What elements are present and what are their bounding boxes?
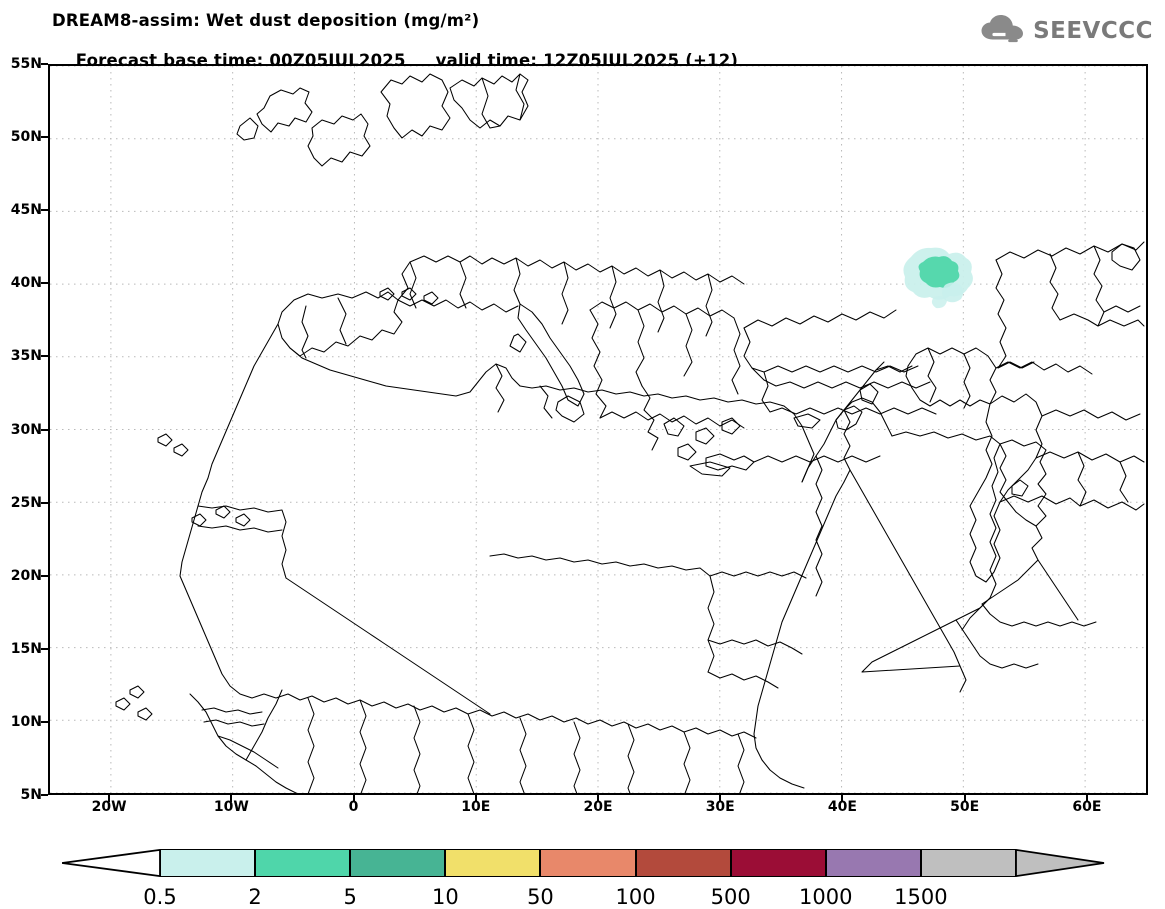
y-axis-tick-label: 35N [10,348,42,365]
colorbar-segment[interactable] [540,849,636,877]
y-axis-tick-label: 50N [10,129,42,146]
y-axis-tick-mark [41,574,48,577]
y-axis-tick-mark [41,63,48,65]
x-axis-tick-label: 20W [91,799,127,815]
colorbar-tick-label: 5 [343,885,357,909]
x-axis-tick-label: 0 [348,799,359,815]
y-axis-tick-mark [41,647,48,650]
colorbar-overflow-arrow [1016,849,1105,877]
y-axis-tick-label: 20N [10,567,42,584]
colorbar-segment[interactable] [920,849,1016,877]
colorbar-underflow-arrow [62,849,161,877]
y-axis-tick-mark [41,209,48,212]
colorbar-segment[interactable] [730,849,826,877]
y-axis-tick-mark [41,136,48,139]
y-axis-tick-mark [41,794,48,796]
y-axis-tick-mark [41,282,48,285]
y-axis-tick-mark [41,501,48,504]
x-axis-tick-mark [474,795,477,802]
y-axis-tick-mark [41,355,48,358]
x-axis-tick-mark [597,795,599,802]
x-axis-tick-label: 10W [213,799,249,815]
colorbar-segment[interactable] [635,849,731,877]
colorbar-tick-label: 50 [527,885,554,909]
y-axis-tick-label: 25N [10,494,42,511]
colorbar-tick-label: 1500 [894,885,948,909]
colorbar-legend[interactable]: 0.5 2 5 10 50 100 500 1000 1500 [0,845,1165,909]
y-axis-tick-label: 15N [10,640,42,657]
x-axis-tick-mark [108,795,111,802]
x-axis-tick-label: 10E [461,799,491,815]
cloud-wind-icon [980,14,1026,48]
colorbar-tick-label: 1000 [799,885,853,909]
chart-title: DREAM8-assim: Wet dust deposition (mg/m²… [52,11,480,30]
colorbar-segment[interactable] [255,849,351,877]
y-axis-tick-label: 10N [10,713,42,730]
dust-deposition-shading [903,247,973,309]
y-axis-tick-label: 30N [10,421,42,438]
colorbar-tick-label: 0.5 [143,885,177,909]
y-axis-tick-label: 55N [10,56,42,72]
colorbar-segment[interactable] [350,849,446,877]
x-axis-tick-mark [841,795,844,802]
map-canvas [50,66,1146,793]
x-axis-tick-label: 30E [705,799,735,815]
x-axis-tick-label: 50E [950,799,980,815]
seevccc-logo: SEEVCCC [980,14,1153,48]
x-axis-tick-label: 60E [1072,799,1102,815]
colorbar-tick-label: 2 [248,885,262,909]
map-gridlines [50,66,1146,793]
map-plot-area[interactable] [48,64,1148,795]
chart-header: DREAM8-assim: Wet dust deposition (mg/m²… [0,0,1165,70]
y-axis-tick-mark [41,428,48,431]
x-axis-tick-label: 40E [827,799,857,815]
colorbar-segment[interactable] [445,849,541,877]
x-axis-tick-mark [719,795,722,802]
y-axis-tick-mark [41,720,48,723]
x-axis-tick-mark [963,795,966,802]
colorbar-tick-label: 10 [431,885,459,909]
y-axis-tick-label: 5N [20,787,42,803]
x-axis-tick-mark [1085,795,1088,802]
y-axis-tick-label: 40N [10,275,42,292]
colorbar-segment[interactable] [825,849,921,877]
colorbar-tick-label: 500 [710,885,751,909]
y-axis-tick-label: 45N [10,202,42,219]
colorbar-segment[interactable] [160,849,256,877]
logo-text: SEEVCCC [1033,18,1153,44]
x-axis-tick-label: 20E [583,799,613,815]
x-axis-tick-mark [230,795,233,802]
colorbar-tick-label: 100 [615,885,656,909]
map-coastlines-borders [115,73,1145,793]
x-axis-tick-mark [352,795,355,802]
